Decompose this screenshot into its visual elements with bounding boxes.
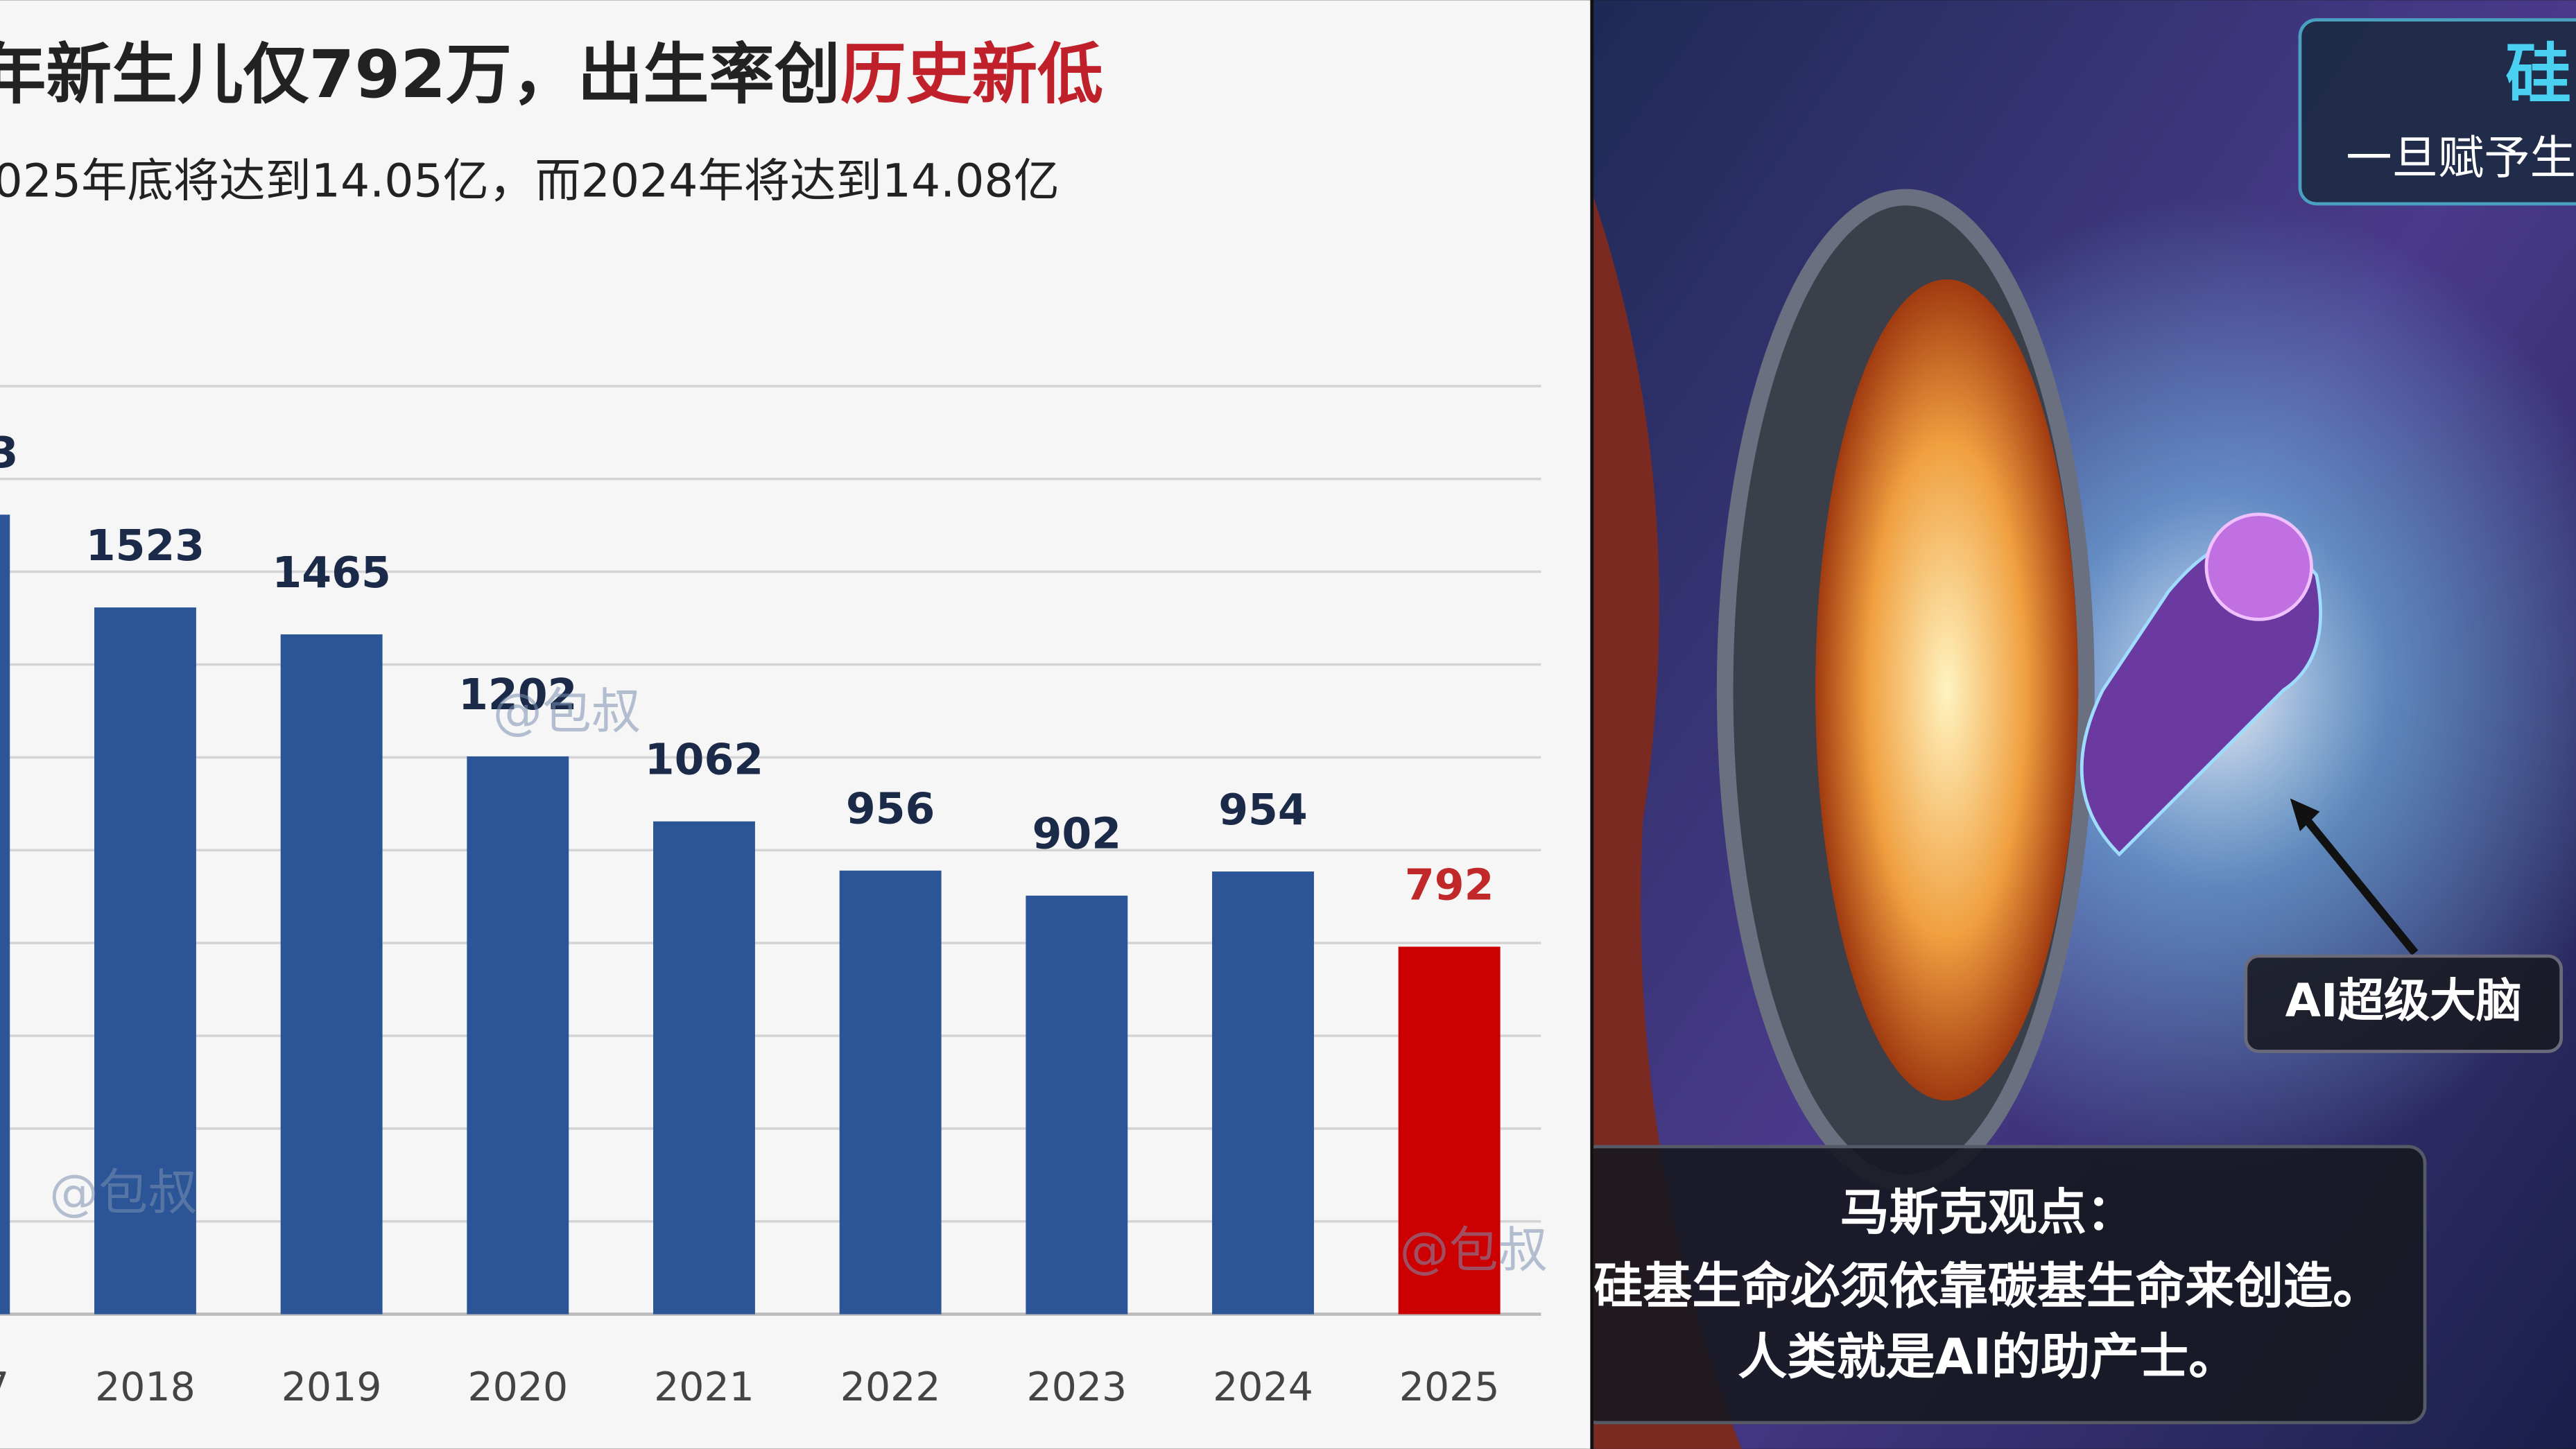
caption-line: 人类就是AI的助产士。 xyxy=(1738,1328,2238,1385)
chart-title: 年新生儿仅792万，出生率创历史新低 xyxy=(0,37,1103,113)
chart-background xyxy=(0,0,1591,1449)
bar xyxy=(1398,946,1501,1314)
bar xyxy=(653,821,755,1314)
bar xyxy=(0,514,10,1314)
caption-title: 马斯克观点： xyxy=(1840,1183,2136,1241)
top-box-text: 一旦赋予生 xyxy=(2346,130,2576,184)
value-label: 792 xyxy=(1405,860,1494,910)
watermark: @包叔 xyxy=(49,1164,197,1222)
bar xyxy=(839,870,942,1314)
title-highlight: 历史新低 xyxy=(840,37,1103,113)
callout-box xyxy=(2244,954,2564,1053)
value-label: 1062 xyxy=(645,735,763,785)
x-tick-label: 2023 xyxy=(1026,1364,1127,1410)
x-tick-label: 2019 xyxy=(282,1364,382,1410)
illustration-panel: 硅 一旦赋予生 AI超级大脑 马斯克观点： 硅基生命必须依靠碳基生命来创造。 人… xyxy=(1593,0,2576,1449)
caption-line: 硅基生命必须依靠碳基生命来创造。 xyxy=(1593,1258,2382,1315)
title-text: 年新生儿仅792万，出生率创 xyxy=(0,37,840,113)
ai-brain xyxy=(2204,512,2313,621)
callout-text: AI超级大脑 xyxy=(2285,973,2522,1027)
chart-subtitle: 025年底将达到14.05亿，而2024年将达到14.08亿 xyxy=(0,154,1060,208)
bar xyxy=(1026,895,1128,1314)
x-tick-label: 2018 xyxy=(95,1364,196,1410)
x-tick-label: 2022 xyxy=(840,1364,941,1410)
value-label: 956 xyxy=(846,783,935,833)
x-tick-label: 2024 xyxy=(1213,1364,1313,1410)
value-label: 1523 xyxy=(86,521,205,571)
organic-growth xyxy=(1593,197,1742,1449)
value-label: 1723 xyxy=(0,428,18,478)
watermark: @包叔 xyxy=(1400,1221,1548,1278)
bar xyxy=(280,634,383,1314)
x-tick-label: 2017 xyxy=(0,1364,9,1410)
chart-panel: 年新生儿仅792万，出生率创历史新低 025年底将达到14.05亿，而2024年… xyxy=(0,0,1591,1449)
bar xyxy=(94,607,196,1314)
x-tick-label: 2020 xyxy=(467,1364,568,1410)
top-box-title: 硅 xyxy=(2505,37,2571,113)
value-label: 1202 xyxy=(458,670,577,720)
value-label: 902 xyxy=(1032,809,1122,859)
bar xyxy=(1212,871,1314,1314)
value-label: 1465 xyxy=(272,548,390,598)
watermark: @包叔 xyxy=(493,682,641,740)
callout-arrow-head xyxy=(2290,798,2320,832)
callout-arrow xyxy=(2297,808,2419,956)
bar xyxy=(467,756,569,1314)
value-label: 954 xyxy=(1218,785,1308,835)
top-box xyxy=(2298,18,2576,206)
portal-light xyxy=(1815,279,2079,1101)
caption-box xyxy=(1593,1145,2427,1425)
x-tick-label: 2021 xyxy=(654,1364,754,1410)
x-tick-label: 2025 xyxy=(1399,1364,1500,1410)
